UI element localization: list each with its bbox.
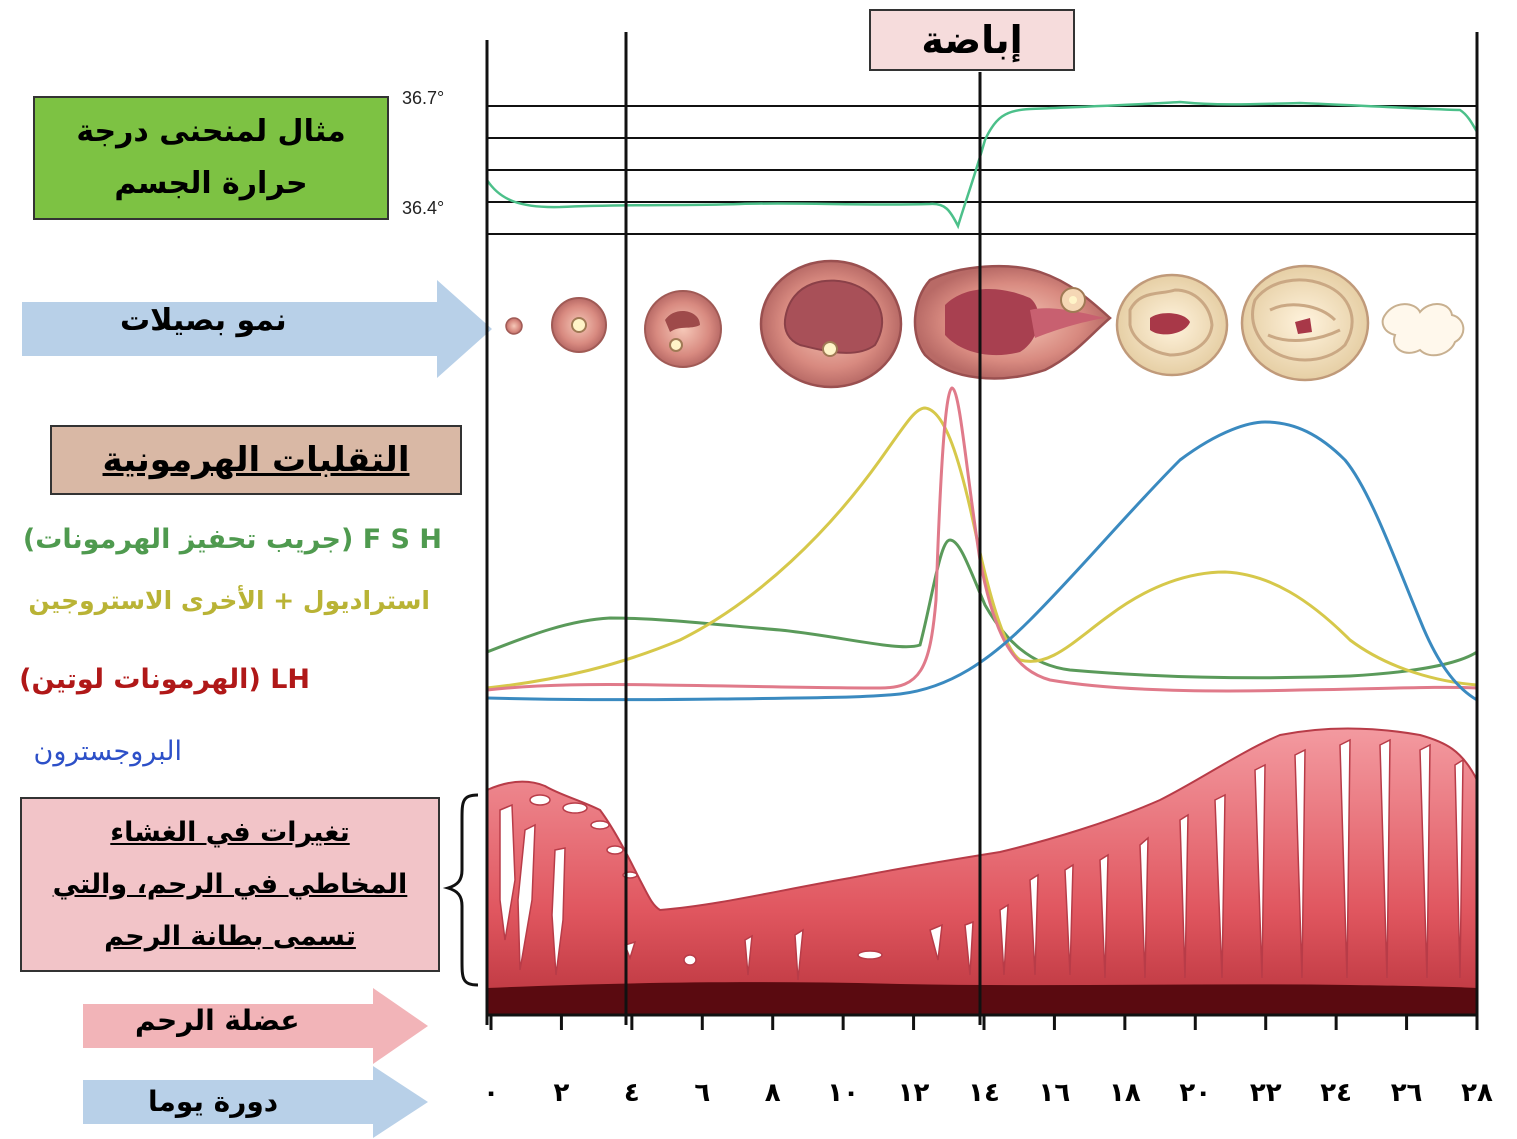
temperature-box-label: مثال لمنحنى درجة حرارة الجسم [76, 114, 346, 201]
endometrium-box: تغيرات في الغشاء المخاطي في الرحم، والتي… [20, 797, 440, 972]
day-label: ١٠ [827, 1078, 860, 1108]
progesterone-curve [486, 420, 1478, 702]
cycle-arrow [83, 1066, 428, 1138]
endometrium-label: تغيرات في الغشاء المخاطي في الرحم، والتي… [52, 816, 408, 952]
estrogen-curve [486, 406, 1478, 690]
temp-upper-label: 36.7° [402, 88, 445, 108]
day-label: ٢٦ [1390, 1078, 1423, 1108]
day-label: ١٤ [968, 1078, 1000, 1108]
hormone-header: التقلبات الهرمونية [102, 440, 410, 480]
temp-lower-label: 36.4° [402, 198, 445, 218]
follicle-label: نمو بصيلات [120, 303, 287, 338]
day-label: ٨ [764, 1078, 781, 1108]
day-label: ٤ [623, 1078, 640, 1108]
day-label: ٢٢ [1249, 1078, 1282, 1108]
day-label: ١٨ [1108, 1078, 1141, 1108]
day-label: ٢٤ [1320, 1078, 1353, 1108]
hormone-header-box: التقلبات الهرمونية [50, 425, 462, 495]
legend-progesterone: البروجسترون [33, 736, 183, 767]
legend-estrogen: استراديول + الأخرى الاستروجين [28, 586, 430, 615]
legend-lh: LH (الهرمونات لوتين) [19, 664, 310, 695]
day-axis-ticks [489, 1015, 1479, 1030]
day-label: ١٢ [897, 1078, 930, 1108]
temperature-grid [487, 105, 1477, 235]
lh-curve [486, 386, 1478, 693]
vertical-markers [485, 32, 1479, 1025]
temperature-box: مثال لمنحنى درجة حرارة الجسم [33, 96, 389, 220]
legend-fsh: F S H (جريب تحفيز الهرمونات) [22, 524, 442, 555]
fsh-curve [486, 538, 1478, 680]
follicle-arrow [22, 280, 492, 378]
uterus-muscle [487, 982, 1477, 1015]
hormone-curves [486, 386, 1478, 702]
day-label: ١٦ [1038, 1078, 1071, 1108]
ovulation-title-box: إباضة [869, 9, 1075, 71]
endometrium-bracket [442, 793, 479, 987]
uterus-muscle-arrow [83, 988, 428, 1064]
day-label: ٢٨ [1461, 1078, 1493, 1108]
cycle-label: دورة يوما [148, 1085, 279, 1118]
day-label: ٦ [694, 1078, 711, 1108]
temperature-curve [485, 100, 1479, 230]
ovulation-title: إباضة [921, 18, 1023, 62]
follicle-sequence [505, 259, 1465, 389]
day-label: ٢٠ [1179, 1078, 1212, 1108]
day-label: ٠ [483, 1078, 499, 1108]
day-label: ٢ [553, 1078, 570, 1108]
endometrium [486, 727, 1478, 1015]
uterus-muscle-label: عضلة الرحم [135, 1004, 300, 1037]
